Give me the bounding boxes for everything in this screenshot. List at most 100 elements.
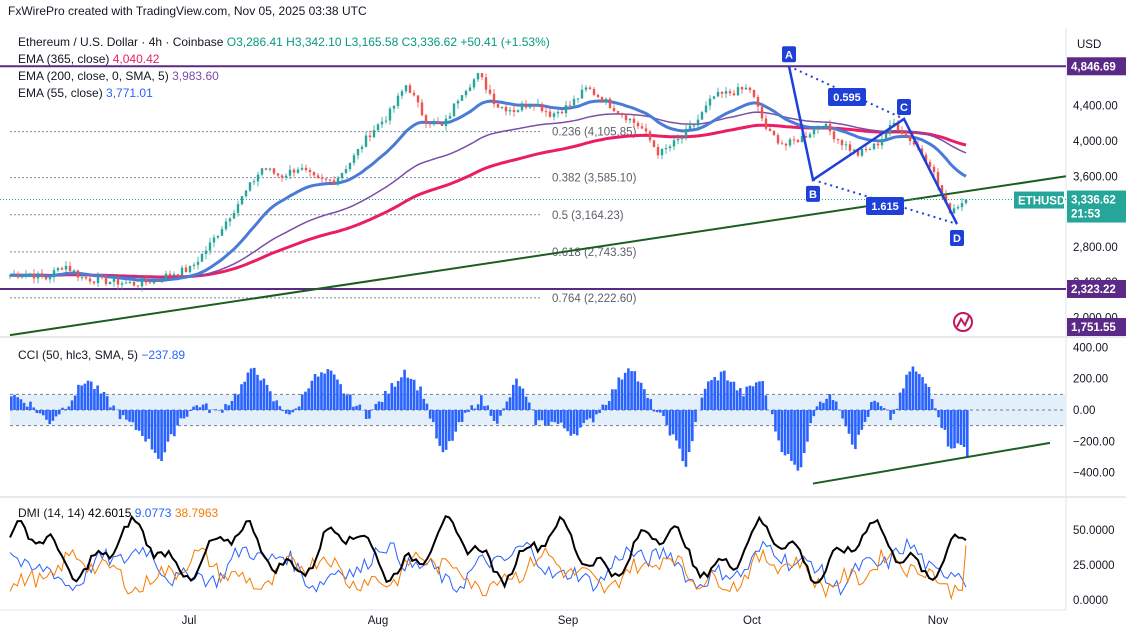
candle-body [112,278,116,282]
candle [268,167,272,172]
candle [360,144,364,153]
candle [464,89,468,99]
cci-bar [870,402,873,410]
candle [432,118,436,127]
cci-tick-label: −200.00 [1073,436,1115,448]
cci-pane[interactable] [10,366,1066,485]
candle-body [192,264,196,267]
cci-bar [911,366,915,410]
candle-body [448,116,452,119]
candle [24,270,28,279]
candle [92,280,96,286]
cci-legend[interactable]: CCI (50, hlc3, SMA, 5) −237.89 [18,347,185,364]
cci-bar [221,410,224,413]
dmi-pane[interactable] [9,514,967,601]
candle [436,117,440,125]
candle [100,273,104,280]
candle-body [720,91,724,94]
candle [820,126,824,129]
candle [660,148,664,160]
cci-bar [240,384,243,410]
candle-body [860,148,864,156]
candle-body [556,111,560,114]
candle [376,122,380,133]
cci-bar [716,380,720,410]
dmi-legend[interactable]: DMI (14, 14) 42.6015 9.0773 38.7963 [18,505,218,522]
candle [448,112,452,119]
candle-body [768,128,772,131]
candle [256,171,260,187]
candle [280,173,284,182]
cci-bar [866,410,870,417]
candle-body [580,89,584,99]
cci-bar [924,383,928,410]
cci-bar [364,410,368,420]
cci-bar [457,410,461,423]
candle [908,134,912,146]
candle [392,105,396,113]
time-tick-label: Oct [743,615,762,627]
price-tag-low-text: 1,751.55 [1071,322,1116,334]
candle-body [20,275,24,278]
candle [872,142,876,151]
candle [592,87,596,97]
candle-body [688,125,692,129]
candle [236,200,240,217]
candle-body [80,277,84,279]
candle-body [836,139,840,141]
candle [96,272,100,288]
candle [544,106,548,117]
ema200-legend[interactable]: EMA (200, close, 0, SMA, 5) 3,983.60 [18,68,550,85]
cci-bar [265,384,269,410]
candle [712,95,716,100]
candle-body [416,95,420,103]
symbol-row[interactable]: Ethereum / U.S. Dollar · 4h · Coinbase O… [18,34,550,51]
candle [956,204,960,210]
cci-bar [860,410,864,430]
candle [132,280,136,287]
symbol-tag-text: ETHUSD [1018,196,1065,208]
cci-bar [96,385,99,410]
cci-bar [703,388,707,410]
candle-body [188,266,192,273]
price-tag-low-box [1067,318,1126,336]
candle [332,176,336,185]
cci-bar [735,390,739,410]
harmonic-point-box [950,229,964,246]
cci-bar [943,410,947,430]
price-pane[interactable]: 0.236 (4,105.85) 0.382 (3,585.10) 0.5 (3,1… [0,46,1067,337]
candle [644,123,648,135]
candle [716,87,720,98]
candle-body [748,87,752,91]
candle-body [680,136,684,139]
candle-body [452,103,456,117]
cci-bar [927,386,931,410]
cci-tick-label: −400.00 [1073,468,1115,480]
countdown-text: 21:53 [1071,209,1100,221]
candle-body [644,128,648,132]
candle-body [676,138,680,141]
candle-body [560,111,564,114]
cci-tick-label: 200.00 [1073,374,1108,386]
cci-bar [738,388,742,410]
candle [172,271,176,276]
ema55-legend[interactable]: EMA (55, close) 3,771.01 [18,85,550,102]
candle-body [124,282,128,284]
candle-body [308,170,312,173]
candle-body [872,143,876,150]
candle [812,125,816,138]
cci-bar [61,407,64,410]
cci-bar [313,374,317,410]
candle [424,113,428,129]
candle [792,135,796,145]
candle-body [440,123,444,127]
candle-body [436,121,440,124]
candle [112,276,116,287]
ema365-legend[interactable]: EMA (365, close) 4,040.42 [18,51,550,68]
candle [260,167,264,177]
cci-bar [758,381,761,410]
cci-bar [320,372,323,410]
cci-bar [770,410,774,415]
ohlc-open: O3,286.41 [226,35,283,49]
